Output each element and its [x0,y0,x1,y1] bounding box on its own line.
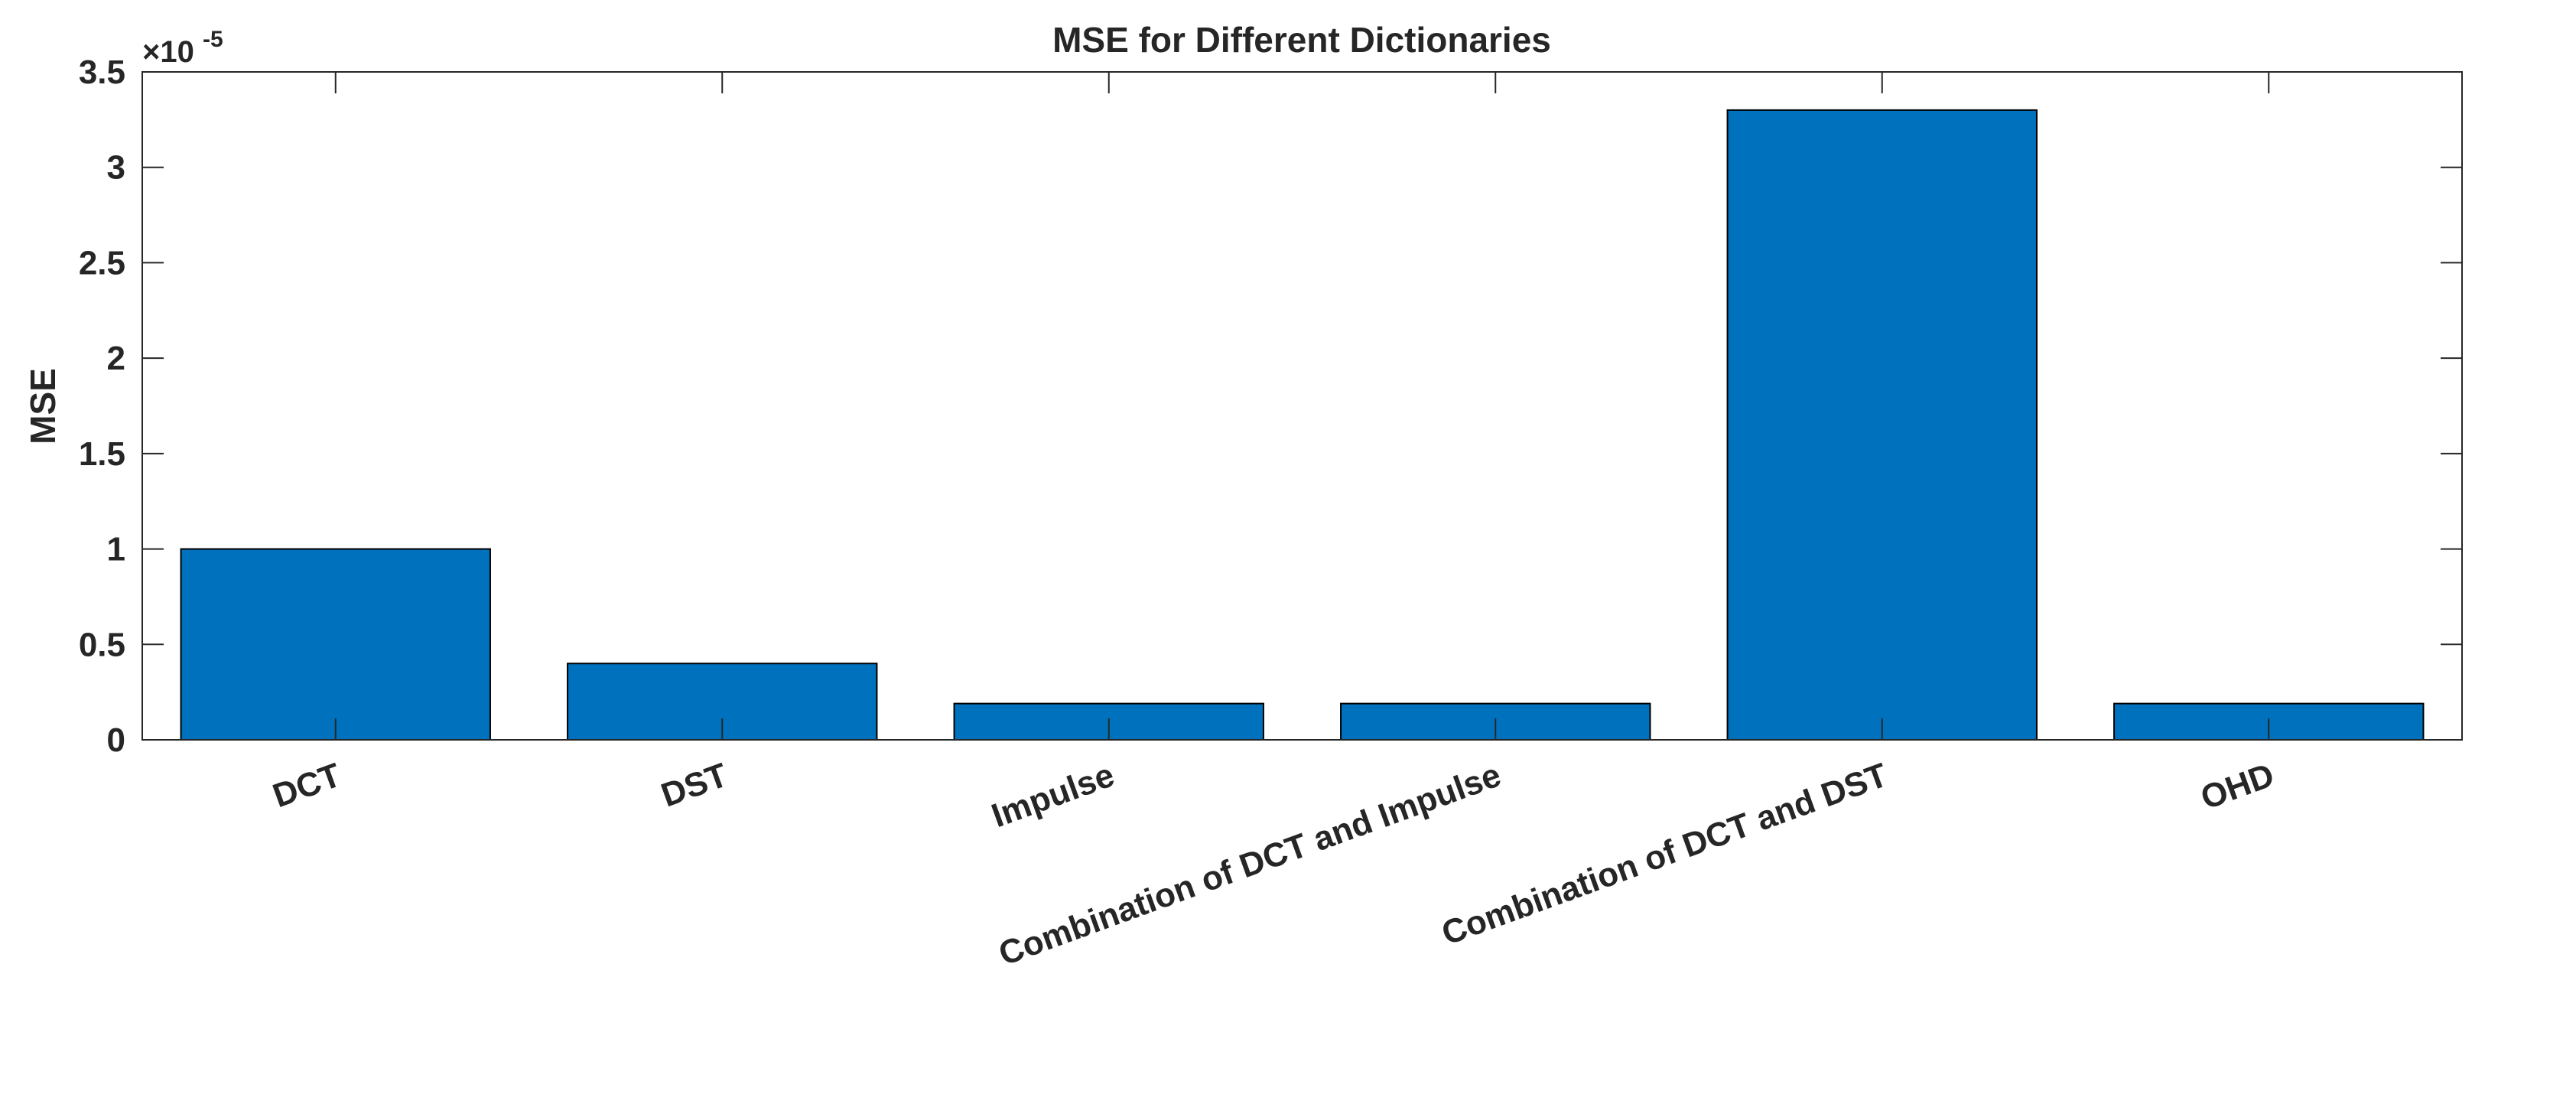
y-tick-label-1: 0.5 [79,626,125,663]
y-tick-label-6: 3 [107,149,125,187]
y-tick-label-4: 2 [107,340,125,377]
exponent-power: -5 [203,27,223,52]
y-axis-exponent-label: ×10 -5 [142,27,223,69]
axes-box [141,71,2463,741]
chart-title: MSE for Different Dictionaries [1052,20,1551,60]
ticks-layer [142,71,2462,741]
y-tick-label-7: 3.5 [79,54,125,91]
y-tick-label-0: 0 [107,721,125,759]
y-tick-label-5: 2.5 [79,244,125,282]
y-tick-label-3: 1.5 [79,435,125,473]
bars-layer [180,109,2425,741]
exponent-base: ×10 [142,35,194,69]
y-axis-label: MSE [23,368,63,445]
bar-0 [180,548,491,741]
y-tick-label-2: 1 [107,531,125,568]
bar-4 [1726,109,2038,741]
